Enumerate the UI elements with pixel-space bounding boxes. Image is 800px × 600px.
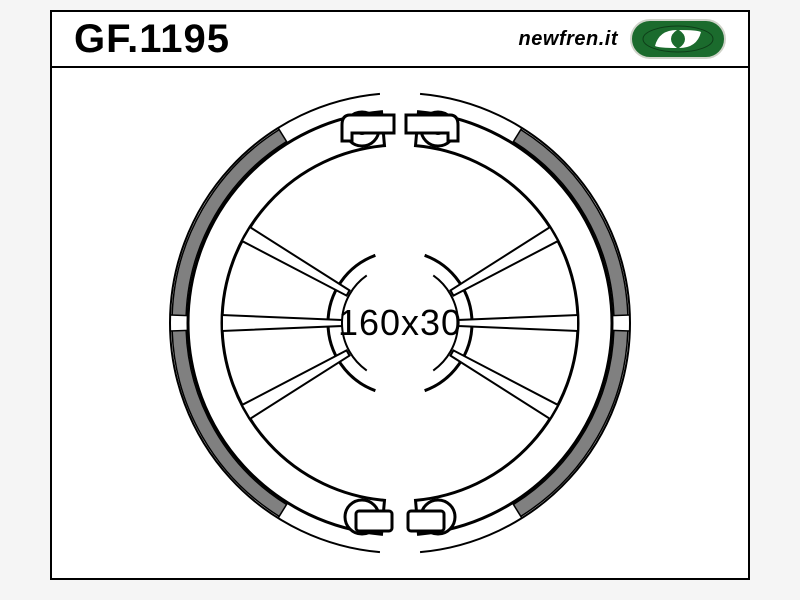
part-number: GF.1195 xyxy=(74,17,230,62)
header-bar: GF.1195 newfren.it xyxy=(52,12,748,68)
brand-text: newfren.it xyxy=(519,28,618,51)
dimension-label: 160x30 xyxy=(338,302,462,344)
newfren-logo-icon xyxy=(630,19,726,59)
product-card-frame: GF.1195 newfren.it 160x30 xyxy=(50,10,750,580)
diagram-area: 160x30 xyxy=(52,68,748,578)
brand-block: newfren.it xyxy=(519,19,726,59)
